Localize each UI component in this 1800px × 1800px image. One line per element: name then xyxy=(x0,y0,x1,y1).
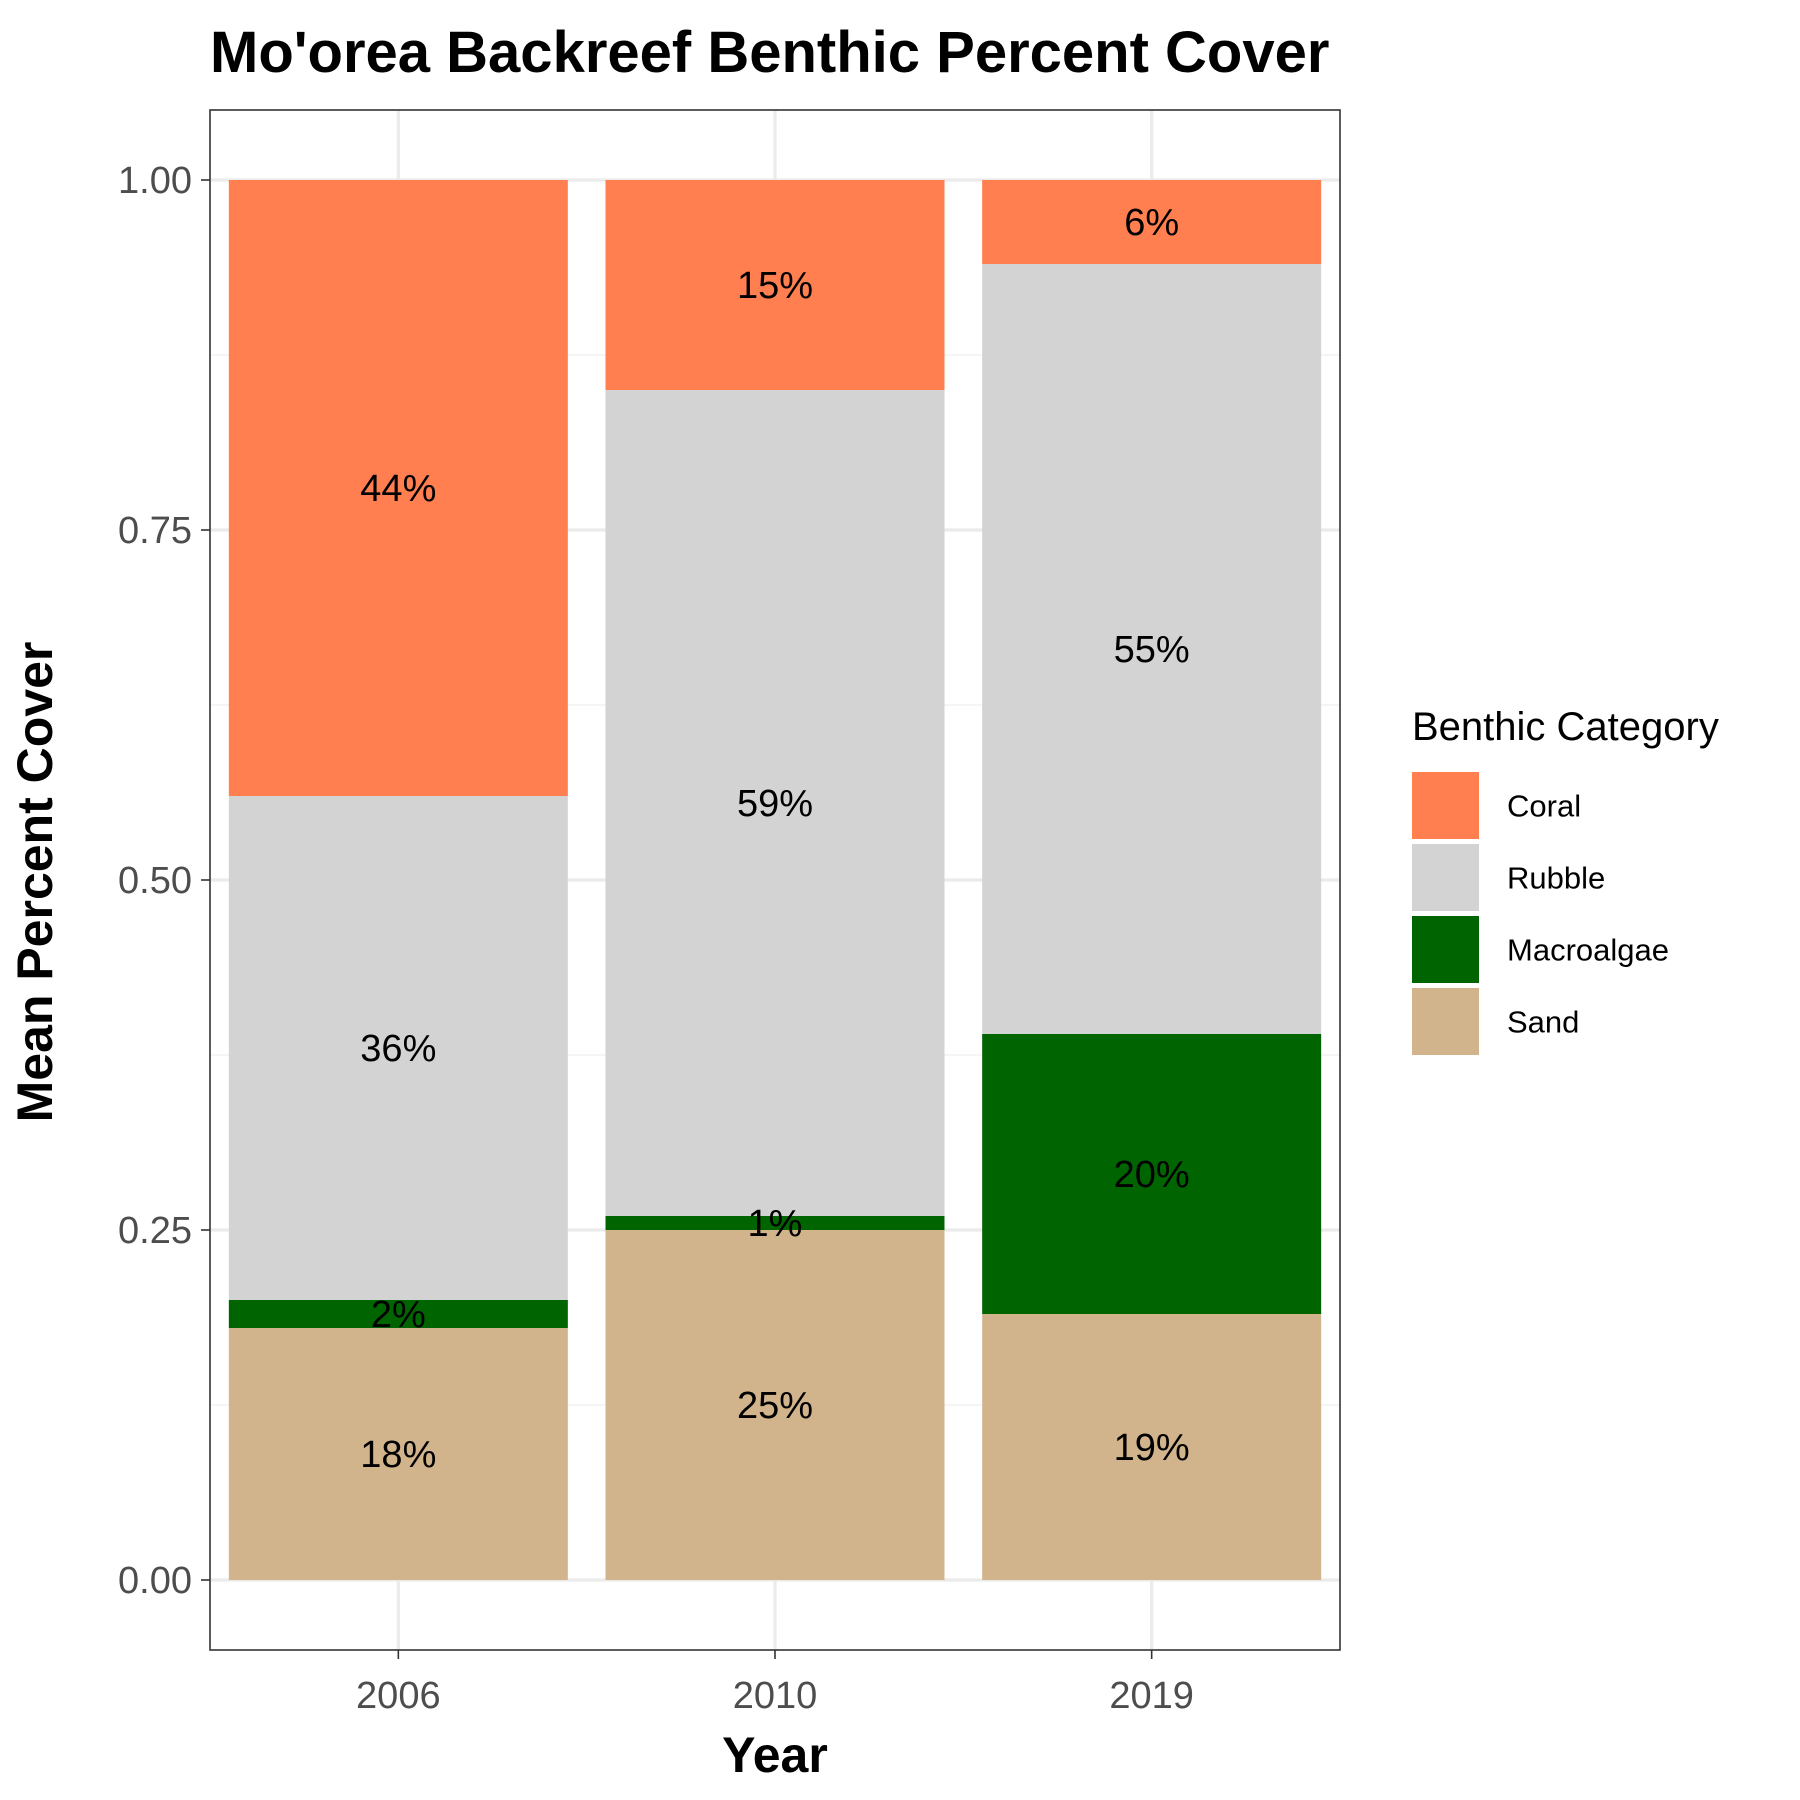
x-tick-label: 2006 xyxy=(356,1675,441,1717)
chart-title: Mo'orea Backreef Benthic Percent Cover xyxy=(210,20,1329,85)
legend: Benthic Category Coral Rubble Macroalgae Sa… xyxy=(1412,705,1719,1055)
legend-label-coral: Coral xyxy=(1507,789,1581,824)
y-axis-title: Mean Percent Cover xyxy=(7,642,63,1123)
y-tick-label: 0.50 xyxy=(118,860,192,902)
data-label-rubble-2019: 55% xyxy=(1114,629,1190,671)
data-label-sand-2010: 25% xyxy=(737,1385,813,1427)
bar-macroalgae-2006 xyxy=(228,1300,568,1328)
bar-sand-2019 xyxy=(982,1314,1322,1580)
bars xyxy=(228,180,1322,1580)
legend-title: Benthic Category xyxy=(1412,705,1719,749)
legend-label-macroalgae: Macroalgae xyxy=(1507,933,1669,968)
bar-sand-2006 xyxy=(228,1328,568,1580)
bar-rubble-2019 xyxy=(982,264,1322,1034)
bar-coral-2006 xyxy=(228,180,568,796)
y-tick-label: 0.00 xyxy=(118,1560,192,1602)
bar-macroalgae-2010 xyxy=(605,1216,945,1230)
legend-key-macroalgae xyxy=(1412,916,1479,983)
data-label-rubble-2010: 59% xyxy=(737,783,813,825)
y-tick-label: 0.75 xyxy=(118,510,192,552)
data-label-coral-2006: 44% xyxy=(360,468,436,510)
data-label-coral-2019: 6% xyxy=(1124,202,1179,244)
x-tick-label: 2010 xyxy=(733,1675,818,1717)
data-label-macroalgae-2010: 1% xyxy=(748,1203,803,1245)
y-tick-label: 0.25 xyxy=(118,1210,192,1252)
legend-key-sand xyxy=(1412,988,1479,1055)
data-label-coral-2010: 15% xyxy=(737,265,813,307)
legend-key-coral xyxy=(1412,772,1479,839)
data-label-macroalgae-2006: 2% xyxy=(371,1294,426,1336)
data-label-sand-2006: 18% xyxy=(360,1434,436,1476)
data-labels: 18% 2% 36% 44% 25% 1% 59% 15% 19% 20% 55% 6% xyxy=(360,202,1189,1476)
bar-coral-2010 xyxy=(605,180,945,390)
bar-rubble-2006 xyxy=(228,796,568,1300)
axes: 0.00 0.25 0.50 0.75 1.00 2006 2010 2019 xyxy=(118,160,1194,1717)
x-axis-title: Year xyxy=(722,1727,828,1783)
bar-macroalgae-2019 xyxy=(982,1034,1322,1314)
x-tick-label: 2019 xyxy=(1109,1675,1194,1717)
data-label-rubble-2006: 36% xyxy=(360,1028,436,1070)
bar-coral-2019 xyxy=(982,180,1322,264)
legend-label-rubble: Rubble xyxy=(1507,861,1605,896)
bar-rubble-2010 xyxy=(605,390,945,1216)
y-tick-label: 1.00 xyxy=(118,160,192,202)
data-label-sand-2019: 19% xyxy=(1114,1427,1190,1469)
legend-key-rubble xyxy=(1412,844,1479,911)
bar-sand-2010 xyxy=(605,1230,945,1580)
legend-label-sand: Sand xyxy=(1507,1005,1579,1040)
data-label-macroalgae-2019: 20% xyxy=(1114,1154,1190,1196)
